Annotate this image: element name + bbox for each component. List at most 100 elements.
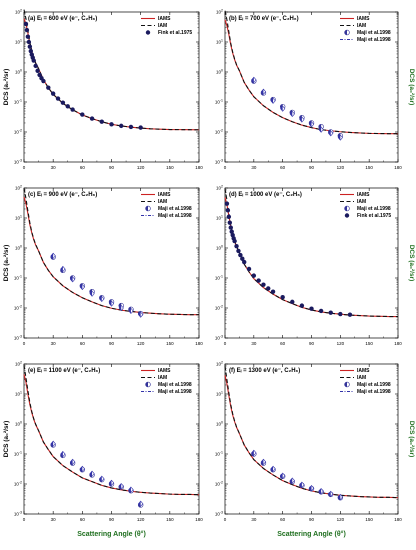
legend-label: Maji et al.1998 xyxy=(158,213,192,219)
y-tick-label: 102 xyxy=(216,9,223,15)
x-tick-label: 150 xyxy=(166,165,174,170)
y-tick-exponent: 1 xyxy=(221,391,223,395)
data-point-fink xyxy=(23,21,29,27)
legend-swatch-maji-fill xyxy=(344,206,347,211)
legend-label: IAMS xyxy=(357,368,370,374)
data-point-maji-fill xyxy=(328,491,331,497)
legend-label: Maji et al.1998 xyxy=(158,389,192,395)
y-tick-label: 100 xyxy=(216,421,223,427)
y-axis-label: DCS (a₀²/sr) xyxy=(3,69,10,106)
data-point-maji-fill xyxy=(89,291,93,297)
y-tick-exponent: -3 xyxy=(220,159,223,163)
x-tick-label: 60 xyxy=(280,341,286,346)
legend-label: IAM xyxy=(158,375,167,381)
data-point-fink xyxy=(33,63,38,69)
y-tick-exponent: -2 xyxy=(220,481,223,485)
legend-label: IAMS xyxy=(357,16,370,22)
x-tick-label: 30 xyxy=(251,517,257,522)
y-tick-label: 101 xyxy=(216,215,223,221)
y-tick-exponent: 0 xyxy=(221,69,223,73)
y-axis-label: DCS (a₀²/sr) xyxy=(3,421,10,458)
y-tick-exponent: 2 xyxy=(20,9,22,13)
y-tick-label: 101 xyxy=(216,39,223,45)
x-tick-label: 60 xyxy=(280,517,286,522)
data-point-fink xyxy=(70,107,75,112)
x-tick-label: 120 xyxy=(337,341,345,346)
data-point-maji-fill xyxy=(338,135,341,141)
y-tick-exponent: -1 xyxy=(19,275,22,279)
y-tick-exponent: 0 xyxy=(221,245,223,249)
data-point-fink xyxy=(89,116,95,121)
y-tick-label: 10-2 xyxy=(215,481,223,487)
x-tick-label: 90 xyxy=(109,517,115,522)
data-point-fink xyxy=(37,72,42,78)
data-point-fink xyxy=(226,214,232,219)
legend-label: IAMS xyxy=(158,192,171,198)
x-tick-label: 0 xyxy=(23,165,26,170)
legend-label: Fink et al.1975 xyxy=(357,213,391,219)
x-tick-label: 30 xyxy=(251,341,257,346)
data-point-fink xyxy=(238,252,243,258)
data-point-maji-fill xyxy=(89,471,93,477)
x-tick-label: 180 xyxy=(195,341,203,346)
y-tick-exponent: -1 xyxy=(19,99,22,103)
y-tick-label: 10-1 xyxy=(215,451,223,457)
y-axis-label: DCS (a₀²/sr) xyxy=(408,421,415,458)
legend-label: Maji et al.1998 xyxy=(357,382,391,388)
legend-label: Maji et al.1998 xyxy=(158,206,192,212)
data-point-maji-fill xyxy=(299,116,302,123)
data-point-fink xyxy=(318,308,324,314)
x-tick-label: 120 xyxy=(137,517,145,522)
data-point-fink xyxy=(309,306,314,311)
data-point-fink xyxy=(99,119,104,124)
x-tick-label: 60 xyxy=(80,165,86,170)
data-point-maji-fill xyxy=(60,451,63,457)
data-point-fink xyxy=(232,238,237,244)
panel-title: (a) Eᵢ = 600 eV (e⁻, C₂H₆) xyxy=(28,16,97,22)
legend-label: Fink et al.1975 xyxy=(158,30,192,36)
data-point-maji-fill xyxy=(318,127,322,133)
x-tick-label: 0 xyxy=(23,341,26,346)
data-point-fink xyxy=(225,208,231,213)
y-tick-exponent: -2 xyxy=(220,129,223,133)
data-point-maji-fill xyxy=(261,459,264,465)
data-point-maji-fill xyxy=(80,466,83,472)
data-point-maji-fill xyxy=(50,441,54,447)
y-tick-exponent: 1 xyxy=(20,39,22,43)
data-point-maji-fill xyxy=(80,284,83,290)
data-point-maji-fill xyxy=(109,480,112,486)
data-point-maji-fill xyxy=(119,305,122,311)
y-tick-exponent: -1 xyxy=(220,451,223,455)
x-tick-label: 90 xyxy=(109,165,115,170)
data-point-maji-fill xyxy=(299,482,302,488)
x-tick-label: 150 xyxy=(365,341,373,346)
y-tick-exponent: 1 xyxy=(20,215,22,219)
y-axis-label: DCS (a₀²/sr) xyxy=(408,245,415,282)
legend-label: Maji et al.1998 xyxy=(357,37,391,43)
x-axis-label: Scattering Angle (θ°) xyxy=(77,530,146,538)
y-tick-label: 101 xyxy=(15,391,22,397)
y-tick-label: 102 xyxy=(216,361,223,367)
data-point-maji-fill xyxy=(290,111,293,117)
legend-label: IAM xyxy=(357,375,366,381)
legend-label: Maji et al.1998 xyxy=(158,382,192,388)
data-point-maji-fill xyxy=(99,476,102,482)
x-tick-label: 0 xyxy=(23,517,26,522)
y-tick-label: 100 xyxy=(15,69,22,75)
x-tick-label: 180 xyxy=(195,165,203,170)
data-point-maji-fill xyxy=(270,98,274,104)
panel-title: (d) Eᵢ = 1000 eV (e⁻, C₂H₆) xyxy=(229,192,302,198)
legend-swatch-fink xyxy=(344,213,350,218)
x-tick-label: 60 xyxy=(280,165,286,170)
y-tick-exponent: -1 xyxy=(220,275,223,279)
y-tick-label: 10-2 xyxy=(215,129,223,135)
data-point-fink xyxy=(50,91,56,96)
legend-swatch-maji-fill xyxy=(344,382,347,387)
data-point-maji-fill xyxy=(128,308,131,314)
series-line-iam xyxy=(23,9,200,131)
data-point-maji-fill xyxy=(99,296,102,302)
